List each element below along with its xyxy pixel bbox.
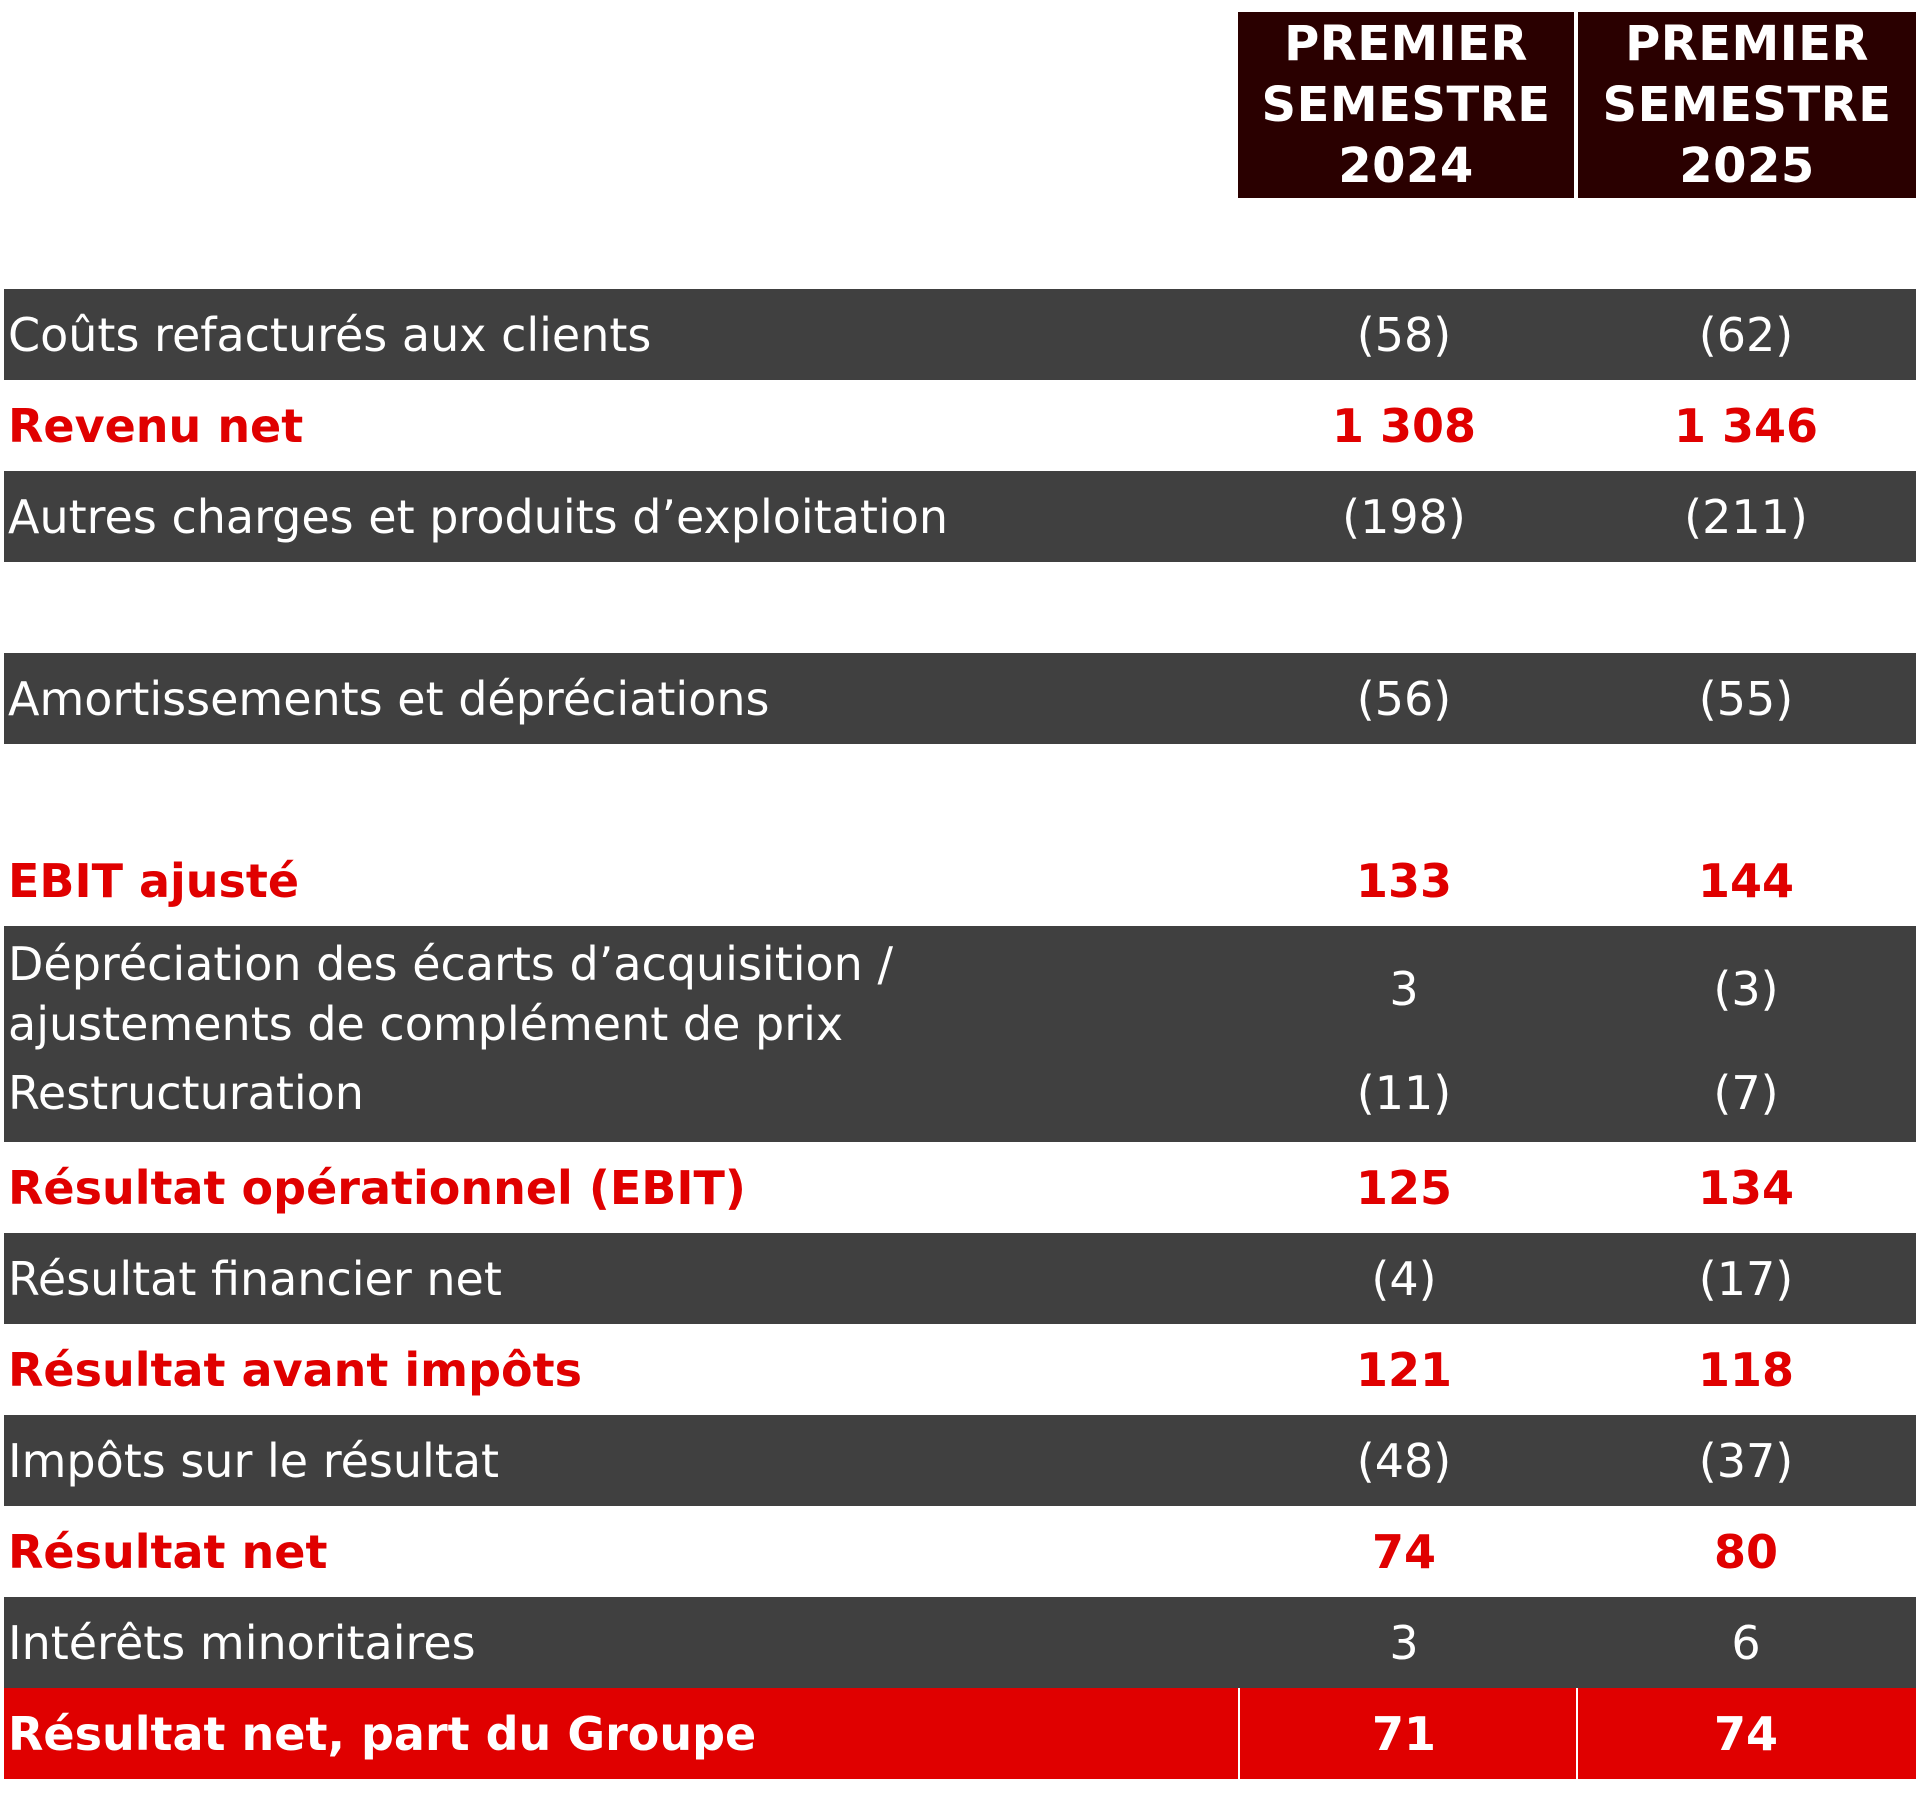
- value-2025: (17): [1698, 1251, 1794, 1306]
- row-label: Résultat avant impôts: [8, 1342, 582, 1397]
- value-2024: (58): [1356, 307, 1452, 362]
- row-label: Impôts sur le résultat: [8, 1433, 500, 1488]
- table-row: Autres charges et produits d’exploitatio…: [4, 471, 1916, 562]
- value-2025: (211): [1684, 489, 1808, 544]
- value-2025: 6: [1731, 1615, 1761, 1670]
- table-row: Coûts refacturés aux clients (58) (62): [4, 289, 1916, 380]
- column-divider: [1238, 1688, 1240, 1779]
- row-label: Amortissements et dépréciations: [8, 671, 770, 726]
- table-row: Amortissements et dépréciations (56) (55…: [4, 653, 1916, 744]
- value-2024: (48): [1356, 1433, 1452, 1488]
- row-label: Revenu net: [8, 398, 304, 453]
- row-label: Résultat financier net: [8, 1251, 502, 1306]
- value-2025: (37): [1698, 1433, 1794, 1488]
- column-header-line: PREMIER: [1284, 15, 1528, 72]
- row-label: Intérêts minoritaires: [8, 1615, 476, 1670]
- column-divider: [1576, 1688, 1578, 1779]
- table-row-group-net-income: Résultat net, part du Groupe 71 74: [4, 1688, 1916, 1779]
- blank-row: [4, 744, 1916, 835]
- row-label: Restructuration: [8, 1066, 364, 1120]
- blank-row: [4, 562, 1916, 653]
- table-row-total: Résultat opérationnel (EBIT) 125 134: [4, 1142, 1916, 1233]
- value-2024: 1 308: [1331, 398, 1477, 453]
- value-2024: (198): [1342, 489, 1466, 544]
- value-2024: (56): [1356, 671, 1452, 726]
- row-label: Résultat net: [8, 1524, 328, 1579]
- value-2025: (7): [1713, 1066, 1779, 1120]
- value-2024: 71: [1371, 1706, 1436, 1761]
- value-2025: (55): [1698, 671, 1794, 726]
- value-2025: 134: [1697, 1160, 1795, 1215]
- value-2025: 74: [1713, 1706, 1778, 1761]
- value-2025: 80: [1713, 1524, 1778, 1579]
- value-2024: 74: [1371, 1524, 1436, 1579]
- value-2024: 121: [1355, 1342, 1453, 1397]
- column-header-h1-2024: PREMIER SEMESTRE 2024: [1238, 12, 1574, 198]
- row-label: Résultat opérationnel (EBIT): [8, 1160, 746, 1215]
- value-2025: (3): [1713, 962, 1779, 1016]
- table-row: Résultat financier net (4) (17): [4, 1233, 1916, 1324]
- table-row: Impôts sur le résultat (48) (37): [4, 1415, 1916, 1506]
- value-2025: 1 346: [1673, 398, 1819, 453]
- column-header-line: 2025: [1679, 137, 1815, 194]
- row-label: Résultat net, part du Groupe: [8, 1706, 757, 1761]
- table-row-total: Revenu net 1 308 1 346: [4, 380, 1916, 471]
- column-header-line: SEMESTRE: [1261, 76, 1551, 133]
- row-label: Dépréciation des écarts d’acquisition / …: [8, 934, 1008, 1054]
- value-2024: 133: [1355, 853, 1453, 908]
- table-row-total: Résultat net 74 80: [4, 1506, 1916, 1597]
- column-header-line: PREMIER: [1625, 15, 1869, 72]
- value-2024: (11): [1356, 1066, 1452, 1120]
- value-2024: 3: [1389, 1615, 1419, 1670]
- row-label: Autres charges et produits d’exploitatio…: [8, 489, 949, 544]
- table-row: Intérêts minoritaires 3 6: [4, 1597, 1916, 1688]
- row-label: Coûts refacturés aux clients: [8, 307, 652, 362]
- value-2024: 3: [1389, 962, 1419, 1016]
- table-row-total: Résultat avant impôts 121 118: [4, 1324, 1916, 1415]
- column-header-h1-2025: PREMIER SEMESTRE 2025: [1578, 12, 1916, 198]
- column-header-line: SEMESTRE: [1602, 76, 1892, 133]
- value-2025: 118: [1697, 1342, 1795, 1397]
- row-label-line: ajustements de complément de prix: [8, 997, 844, 1051]
- blank-row: [4, 198, 1916, 289]
- value-2025: 144: [1697, 853, 1795, 908]
- row-label-line: Dépréciation des écarts d’acquisition /: [8, 937, 893, 991]
- income-statement-table: PREMIER SEMESTRE 2024 PREMIER SEMESTRE 2…: [4, 12, 1916, 1779]
- table-row-total: EBIT ajusté 133 144: [4, 835, 1916, 926]
- column-header-line: 2024: [1338, 137, 1474, 194]
- value-2024: (4): [1371, 1251, 1437, 1306]
- table-row-group: Dépréciation des écarts d’acquisition / …: [4, 926, 1916, 1142]
- value-2024: 125: [1355, 1160, 1453, 1215]
- table-header: PREMIER SEMESTRE 2024 PREMIER SEMESTRE 2…: [4, 12, 1916, 198]
- value-2025: (62): [1698, 307, 1794, 362]
- row-label: EBIT ajusté: [8, 853, 300, 908]
